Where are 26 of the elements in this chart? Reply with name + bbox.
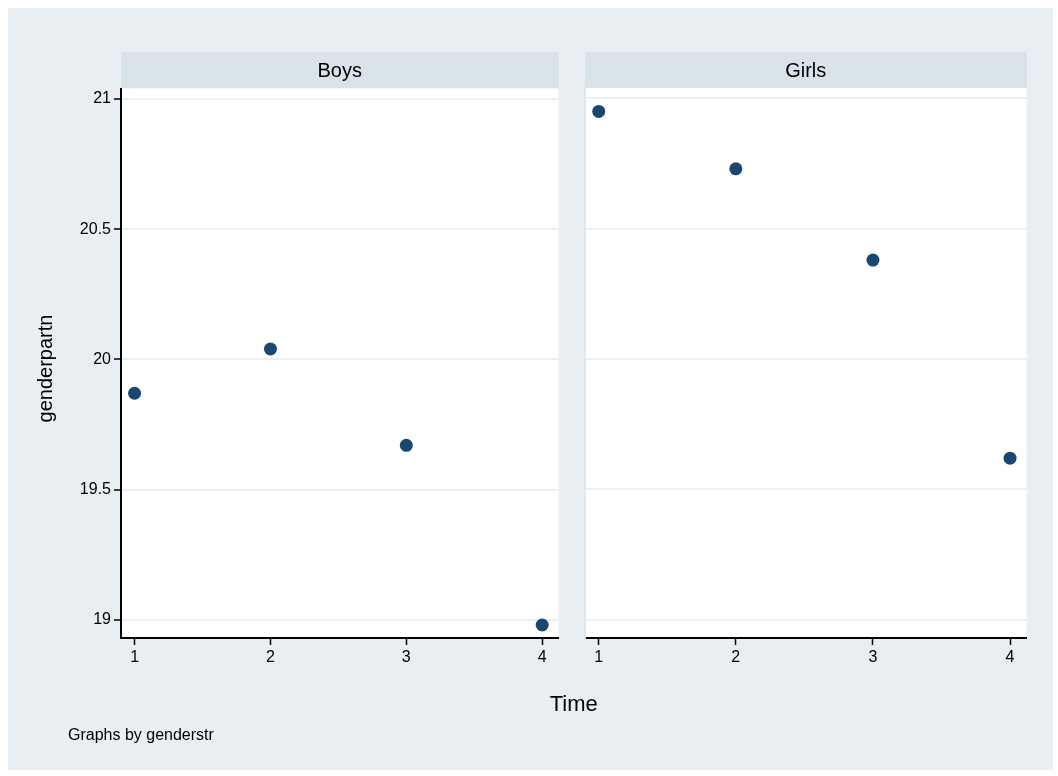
- x-tick-label: 1: [594, 648, 604, 666]
- point: [866, 253, 880, 267]
- x-axis-title: Time: [548, 691, 599, 717]
- x-tick-label: 3: [401, 648, 411, 666]
- x-tick-label: 1: [130, 648, 140, 666]
- point: [128, 386, 142, 400]
- y-axis-title: genderpartn: [34, 314, 58, 422]
- x-tick-label: 4: [1005, 648, 1015, 666]
- chart-title: Girls: [585, 52, 1027, 88]
- y-tick-label: 21: [93, 89, 112, 107]
- y-tick-label: 20: [93, 349, 112, 367]
- point: [1003, 451, 1017, 465]
- point: [729, 162, 743, 176]
- chart-title: Boys: [121, 52, 559, 88]
- point: [263, 342, 277, 356]
- y-tick-label: 19.5: [79, 479, 112, 497]
- x-tick-label: 2: [731, 648, 741, 666]
- point: [399, 438, 413, 452]
- point: [592, 104, 606, 118]
- text: Graphs by genderstr: [68, 726, 214, 744]
- y-tick-label: 19: [93, 610, 112, 628]
- y-tick-label: 20.5: [79, 219, 112, 237]
- x-tick-label: 2: [266, 648, 275, 666]
- point: [535, 618, 549, 632]
- x-tick-label: 3: [868, 648, 878, 666]
- x-tick-label: 4: [537, 648, 547, 666]
